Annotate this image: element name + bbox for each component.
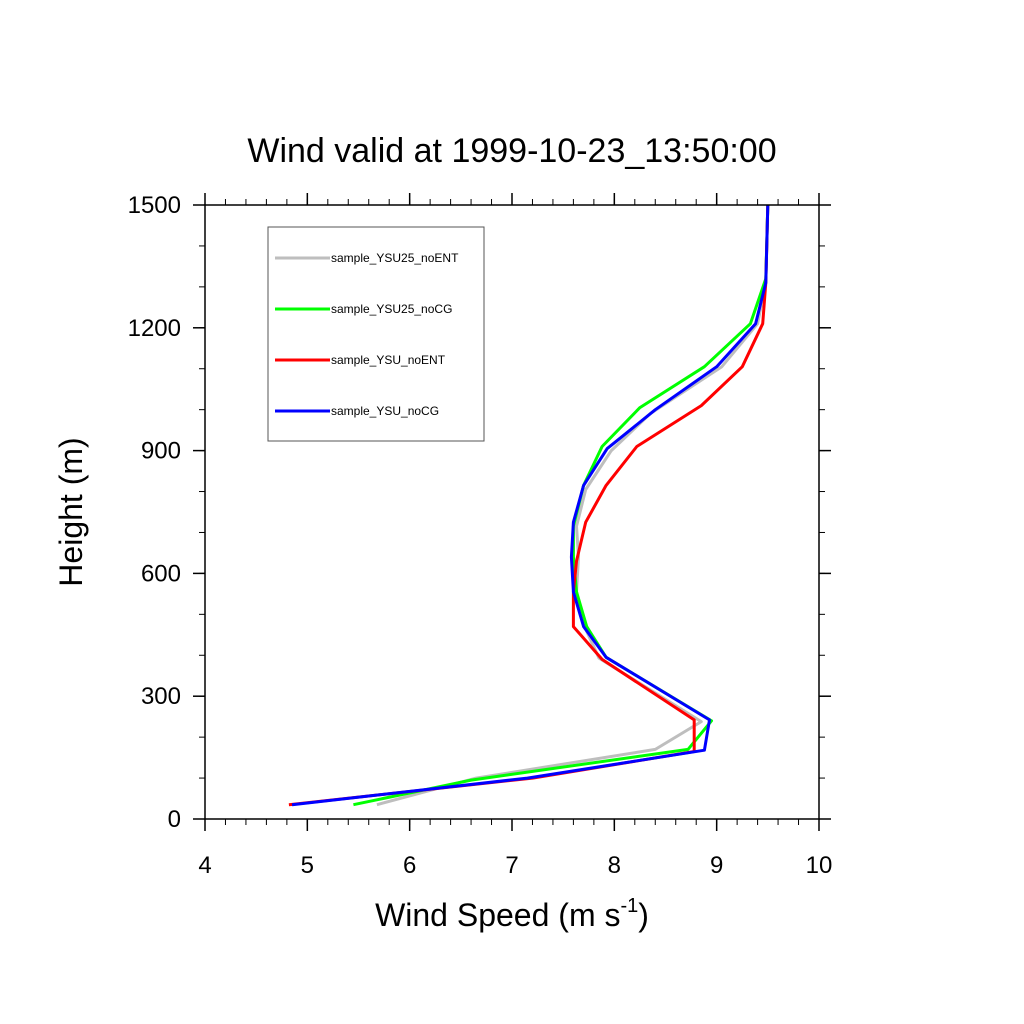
legend-label: sample_YSU25_noCG — [331, 302, 452, 316]
y-tick-label: 0 — [168, 806, 181, 833]
y-tick-label: 900 — [141, 438, 181, 465]
x-tick-label: 8 — [608, 852, 621, 879]
series-line — [376, 204, 770, 807]
axis-ticks — [193, 193, 831, 831]
legend-entries: sample_YSU25_noENT sample_YSU25_noCGsampl… — [275, 251, 459, 418]
legend-label: sample_YSU25_noENT — [331, 251, 459, 265]
chart-title: Wind valid at 1999-10-23_13:50:00 — [247, 132, 776, 170]
x-axis-label-end: ) — [638, 897, 649, 933]
legend-label: sample_YSU_noENT — [331, 353, 446, 367]
x-tick-label: 10 — [806, 852, 833, 879]
series-line — [288, 204, 770, 807]
legend-box — [267, 226, 485, 442]
x-axis-label: Wind Speed (m s-1) — [375, 895, 649, 933]
y-tick-label: 1500 — [128, 192, 181, 219]
legend: sample_YSU25_noENT sample_YSU25_noCGsampl… — [267, 226, 485, 442]
x-axis-label-main: Wind Speed (m s — [375, 897, 620, 933]
series-line — [291, 204, 770, 807]
y-tick-label: 1200 — [128, 315, 181, 342]
axis-tick-labels: 4 5 6 7 8 9 10 0 300 600 900 1200 1500 — [128, 192, 833, 879]
y-axis-label: Height (m) — [53, 437, 89, 586]
y-tick-label: 300 — [141, 683, 181, 710]
x-tick-label: 7 — [505, 852, 518, 879]
y-tick-label: 600 — [141, 560, 181, 587]
x-tick-label: 9 — [710, 852, 723, 879]
plot-frame — [204, 204, 820, 820]
series-layer — [288, 204, 770, 807]
x-tick-label: 6 — [403, 852, 416, 879]
legend-label: sample_YSU_noCG — [331, 404, 439, 418]
x-tick-label: 4 — [198, 852, 211, 879]
x-tick-label: 5 — [301, 852, 314, 879]
x-axis-label-superscript: -1 — [620, 895, 638, 917]
